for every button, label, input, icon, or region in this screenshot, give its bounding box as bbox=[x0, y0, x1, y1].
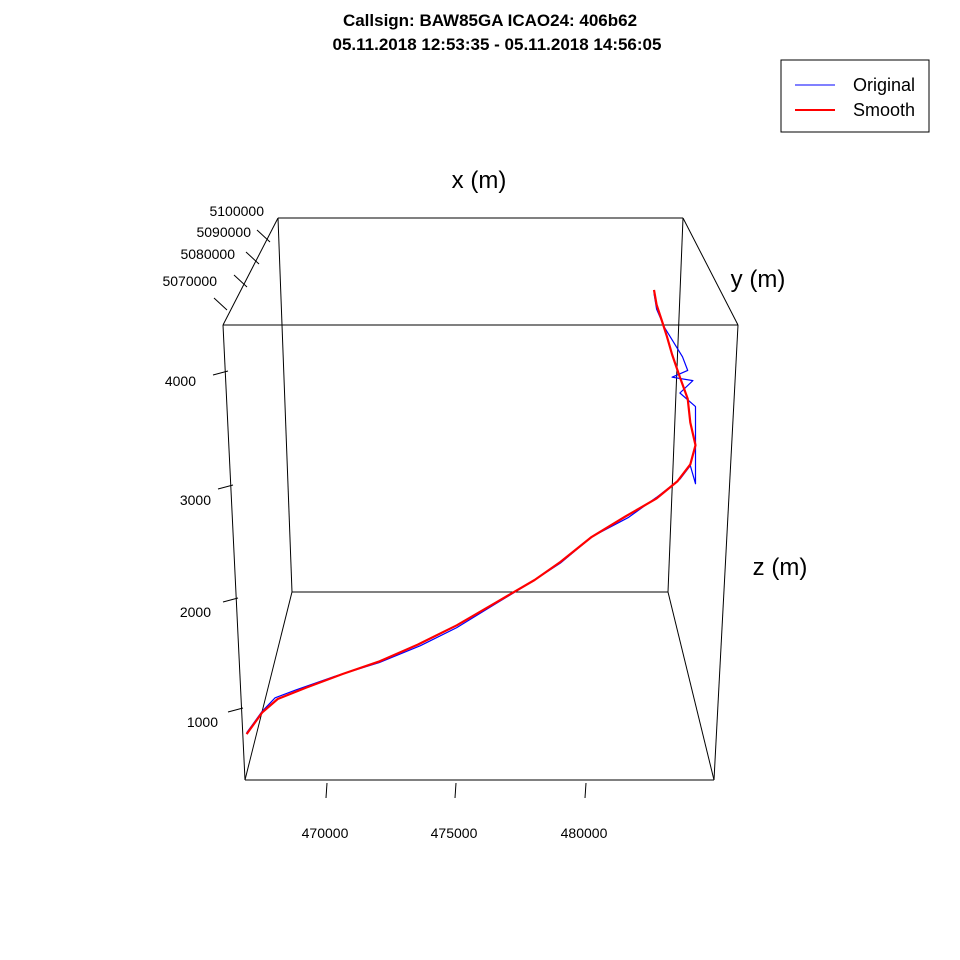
z-tick-mark bbox=[212, 370, 229, 376]
legend-box bbox=[780, 59, 930, 133]
z-axis bbox=[212, 370, 244, 713]
x-tick-label: 475000 bbox=[431, 825, 478, 841]
chart-subtitle: 05.11.2018 12:53:35 - 05.11.2018 14:56:0… bbox=[333, 35, 662, 54]
y-tick-mark bbox=[245, 251, 260, 265]
x-axis bbox=[325, 782, 587, 799]
z-tick-label: 1000 bbox=[187, 714, 218, 730]
z-axis-title: z (m) bbox=[753, 554, 808, 581]
plot-box bbox=[222, 217, 739, 781]
legend-label-original: Original bbox=[853, 75, 915, 95]
y-tick-label: 5080000 bbox=[180, 246, 235, 262]
y-tick-label: 5090000 bbox=[196, 224, 251, 240]
z-tick-label: 2000 bbox=[180, 604, 211, 620]
y-tick-mark bbox=[233, 274, 248, 288]
y-axis-title: y (m) bbox=[731, 266, 786, 293]
x-tick-mark bbox=[325, 782, 328, 799]
box-edge-bottom-left bbox=[244, 591, 293, 781]
box-edge-back-right bbox=[667, 217, 684, 593]
z-tick-mark bbox=[222, 597, 239, 603]
y-tick-mark bbox=[256, 229, 271, 243]
box-edge-top-right bbox=[682, 217, 739, 326]
series-line-smooth bbox=[245, 289, 697, 735]
legend: Original Smooth bbox=[780, 59, 930, 133]
y-tick-mark bbox=[213, 297, 228, 311]
x-tick-mark bbox=[454, 782, 457, 799]
y-tick-label: 5070000 bbox=[162, 273, 217, 289]
series-layer bbox=[245, 289, 697, 735]
legend-label-smooth: Smooth bbox=[853, 100, 915, 120]
chart-title: Callsign: BAW85GA ICAO24: 406b62 bbox=[343, 11, 637, 30]
x-tick-mark bbox=[584, 782, 587, 799]
z-tick-label: 4000 bbox=[165, 373, 196, 389]
box-edge-top-left bbox=[222, 217, 279, 326]
x-axis-title: x (m) bbox=[452, 167, 507, 194]
box-edge-front-right bbox=[713, 324, 739, 781]
z-tick-mark bbox=[227, 707, 244, 713]
y-axis bbox=[213, 229, 271, 311]
x-tick-label: 470000 bbox=[302, 825, 349, 841]
z-tick-mark bbox=[217, 484, 234, 490]
z-tick-label: 3000 bbox=[180, 492, 211, 508]
series-line-original bbox=[246, 293, 697, 734]
y-tick-label: 5100000 bbox=[209, 203, 264, 219]
box-edge-bottom-right bbox=[667, 591, 715, 781]
x-tick-label: 480000 bbox=[561, 825, 608, 841]
box-edge-back-left bbox=[277, 217, 293, 593]
box-edge-front-left bbox=[222, 324, 246, 781]
